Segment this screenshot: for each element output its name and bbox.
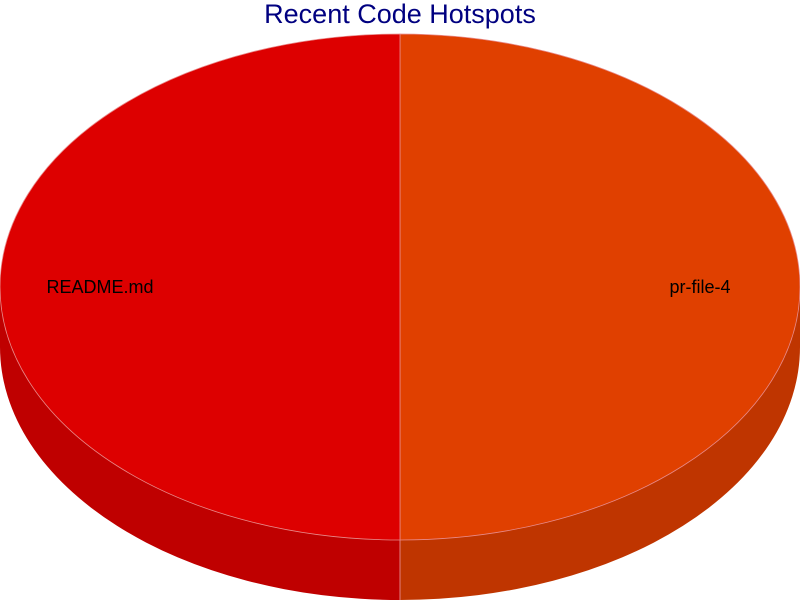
pie-slice-label-0: pr-file-4 [669, 277, 730, 297]
pie-slice-1 [0, 33, 401, 541]
pie-slice-side-0 [400, 287, 800, 600]
pie-slice-side-1 [0, 287, 400, 600]
chart-title: Recent Code Hotspots [264, 0, 536, 29]
pie-slice-0 [399, 33, 800, 541]
pie-slice-label-1: README.md [46, 277, 153, 297]
